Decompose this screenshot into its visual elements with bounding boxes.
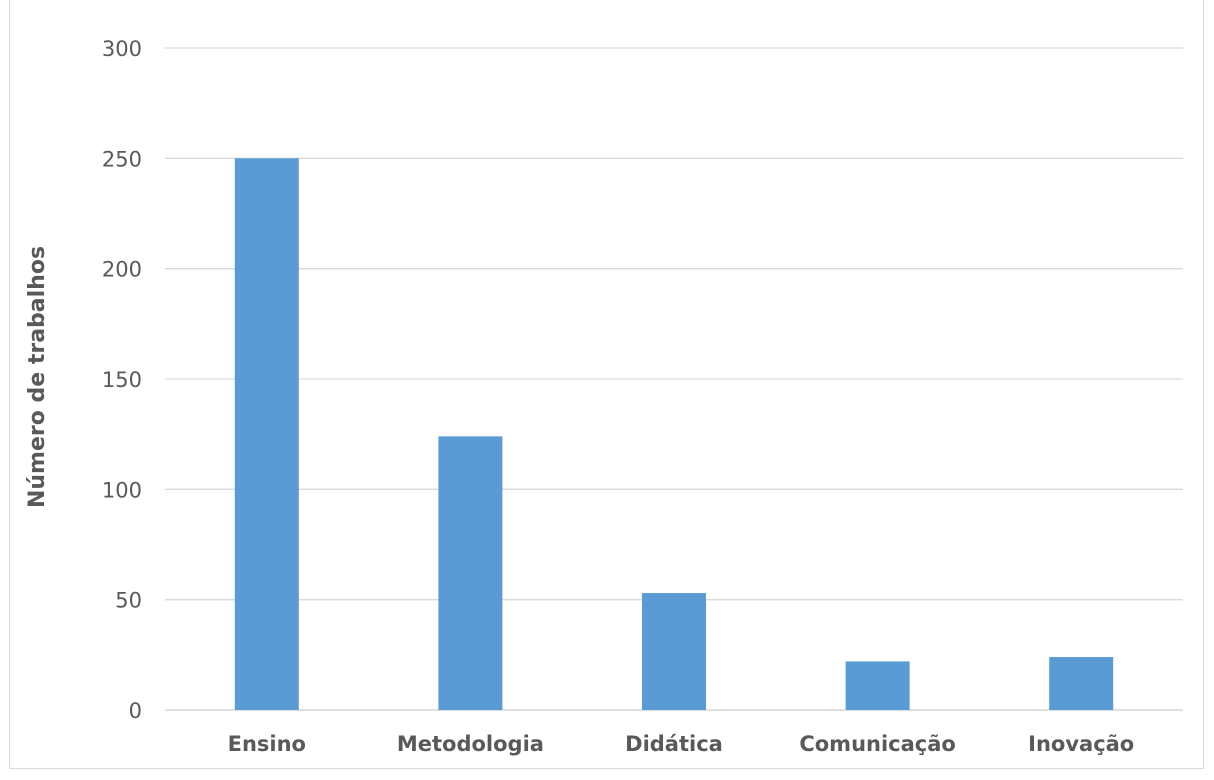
x-tick-label: Comunicação	[799, 732, 956, 756]
x-tick-label: Didática	[625, 732, 723, 756]
x-axis-ticks: Ensino Metodologia Didática Comunicação Inov…	[228, 732, 1135, 756]
y-tick-label: 0	[129, 699, 142, 723]
y-tick-label: 300	[102, 37, 142, 61]
bar-didática	[642, 593, 706, 710]
chart-frame	[9, 0, 1204, 769]
y-axis-title: Número de trabalhos	[25, 246, 50, 508]
x-tick-label: Inovação	[1028, 732, 1134, 756]
x-tick-label: Ensino	[228, 732, 306, 756]
bars	[234, 158, 1114, 711]
y-tick-label: 150	[102, 368, 142, 392]
y-tick-label: 100	[102, 478, 142, 502]
y-tick-label: 250	[102, 147, 142, 171]
bar-comunicação	[845, 661, 910, 710]
y-axis-ticks: 0 50 100 150 200 250 300	[102, 37, 142, 723]
bar-inovação	[1049, 657, 1114, 710]
y-tick-label: 200	[102, 258, 142, 282]
x-tick-label: Metodologia	[397, 732, 544, 756]
y-tick-label: 50	[115, 589, 142, 613]
bar-metodologia	[438, 436, 503, 710]
bar-ensino	[234, 158, 299, 711]
